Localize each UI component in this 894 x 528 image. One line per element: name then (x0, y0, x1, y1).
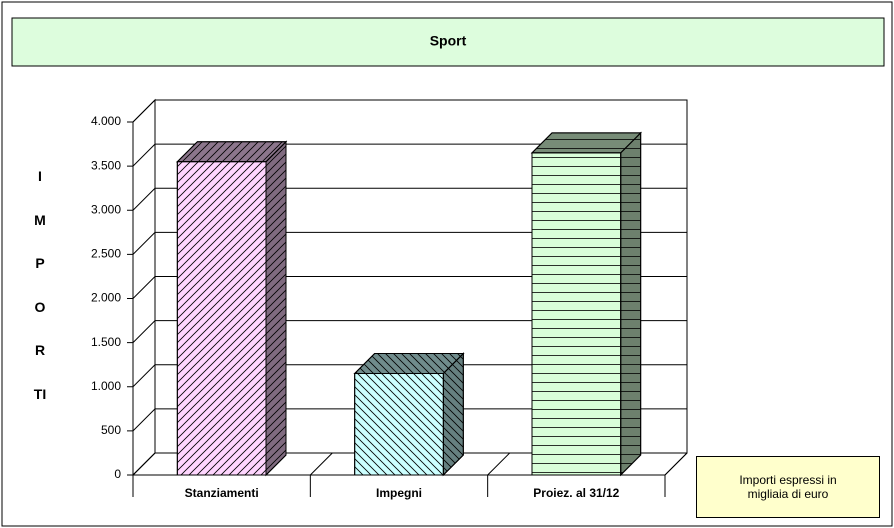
bar-top-hatch (530, 132, 642, 154)
bar-side-hatch (442, 352, 464, 477)
grid-line (132, 99, 156, 123)
plot: 0 500 1.000 1.500 2.000 2.500 3.000 3.500 4.000 S… (91, 98, 688, 500)
x-tick-label: Proiez. al 31/12 (533, 486, 619, 500)
grid-line (132, 408, 156, 432)
bar-side-hatch (265, 140, 287, 477)
grid-line (132, 187, 156, 211)
y-tick-label: 1.000 (91, 379, 121, 393)
grid-line (132, 364, 156, 388)
y-tick-label: 500 (101, 423, 121, 437)
floor-divider (487, 452, 511, 476)
bar-top-hatch (176, 141, 288, 163)
title-box (11, 17, 885, 67)
y-tick-label: 0 (114, 467, 121, 481)
grid-line (132, 320, 156, 343)
bar-hatch (354, 373, 444, 476)
y-tick-label: 3.500 (91, 158, 121, 172)
x-tick-label: Impegni (376, 486, 422, 500)
floor-divider (309, 452, 333, 476)
y-tick-label: 4.000 (91, 114, 121, 128)
y-tick-label: 2.500 (91, 247, 121, 261)
bar-hatch (176, 161, 267, 476)
grid-line (132, 276, 156, 299)
bar-side-hatch (620, 131, 642, 477)
bar-hatch (531, 152, 622, 476)
y-tick-label: 2.000 (91, 291, 121, 305)
y-axis-label: IMPORTI (33, 168, 47, 402)
grid-line (132, 143, 156, 167)
floor-divider (132, 452, 156, 476)
bar-top-hatch (353, 353, 465, 375)
grid-line (132, 232, 156, 255)
note: Importi espressi in migliaia di euro (696, 456, 880, 518)
x-tick-label: Stanziamenti (185, 486, 259, 500)
chart-title: Sport (430, 33, 467, 49)
y-tick-label: 1.500 (91, 335, 121, 349)
floor-divider (664, 452, 688, 476)
y-tick-label: 3.000 (91, 202, 121, 216)
